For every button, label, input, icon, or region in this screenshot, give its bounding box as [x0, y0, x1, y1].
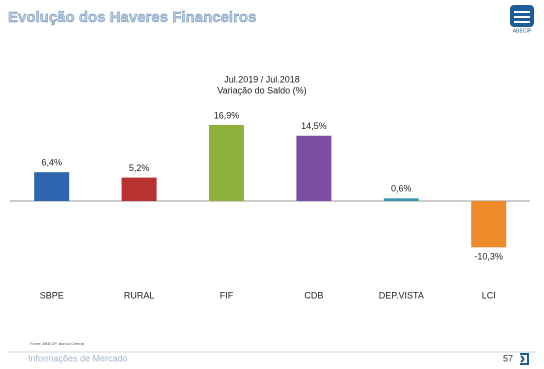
x-tick-label: DEP.VISTA: [379, 290, 424, 300]
slide-title: Evolução dos Haveres Financeiros: [8, 9, 256, 26]
source: Fonte: ABECIP, Banco Central: [30, 341, 84, 346]
x-tick-label: SBPE: [40, 290, 64, 300]
logo-text: ABECIP: [513, 28, 532, 34]
footer-label: Informações de Mercado: [28, 353, 128, 363]
logo-lines: [514, 11, 530, 23]
x-tick-label: RURAL: [124, 290, 155, 300]
value-label: 14,5%: [301, 121, 327, 131]
value-label: 16,9%: [214, 110, 240, 120]
chart-subtitle: Variação do Saldo (%): [217, 85, 306, 95]
chart-title: Jul.2019 / Jul.2018: [224, 74, 300, 84]
bar: [471, 201, 507, 248]
bar: [383, 198, 419, 201]
page-number: 57: [503, 353, 513, 363]
next-arrow[interactable]: [520, 353, 529, 365]
bar: [34, 172, 70, 201]
x-tick-label: CDB: [304, 290, 323, 300]
logo: ABECIP: [510, 5, 534, 34]
value-label: -10,3%: [474, 252, 503, 262]
x-tick-label: FIF: [220, 290, 234, 300]
bar: [121, 177, 157, 201]
value-label: 5,2%: [129, 163, 150, 173]
value-label: 6,4%: [41, 158, 62, 168]
bar: [296, 135, 332, 201]
x-tick-label: LCI: [482, 290, 496, 300]
value-label: 0,6%: [391, 184, 412, 194]
bar: [209, 124, 244, 201]
